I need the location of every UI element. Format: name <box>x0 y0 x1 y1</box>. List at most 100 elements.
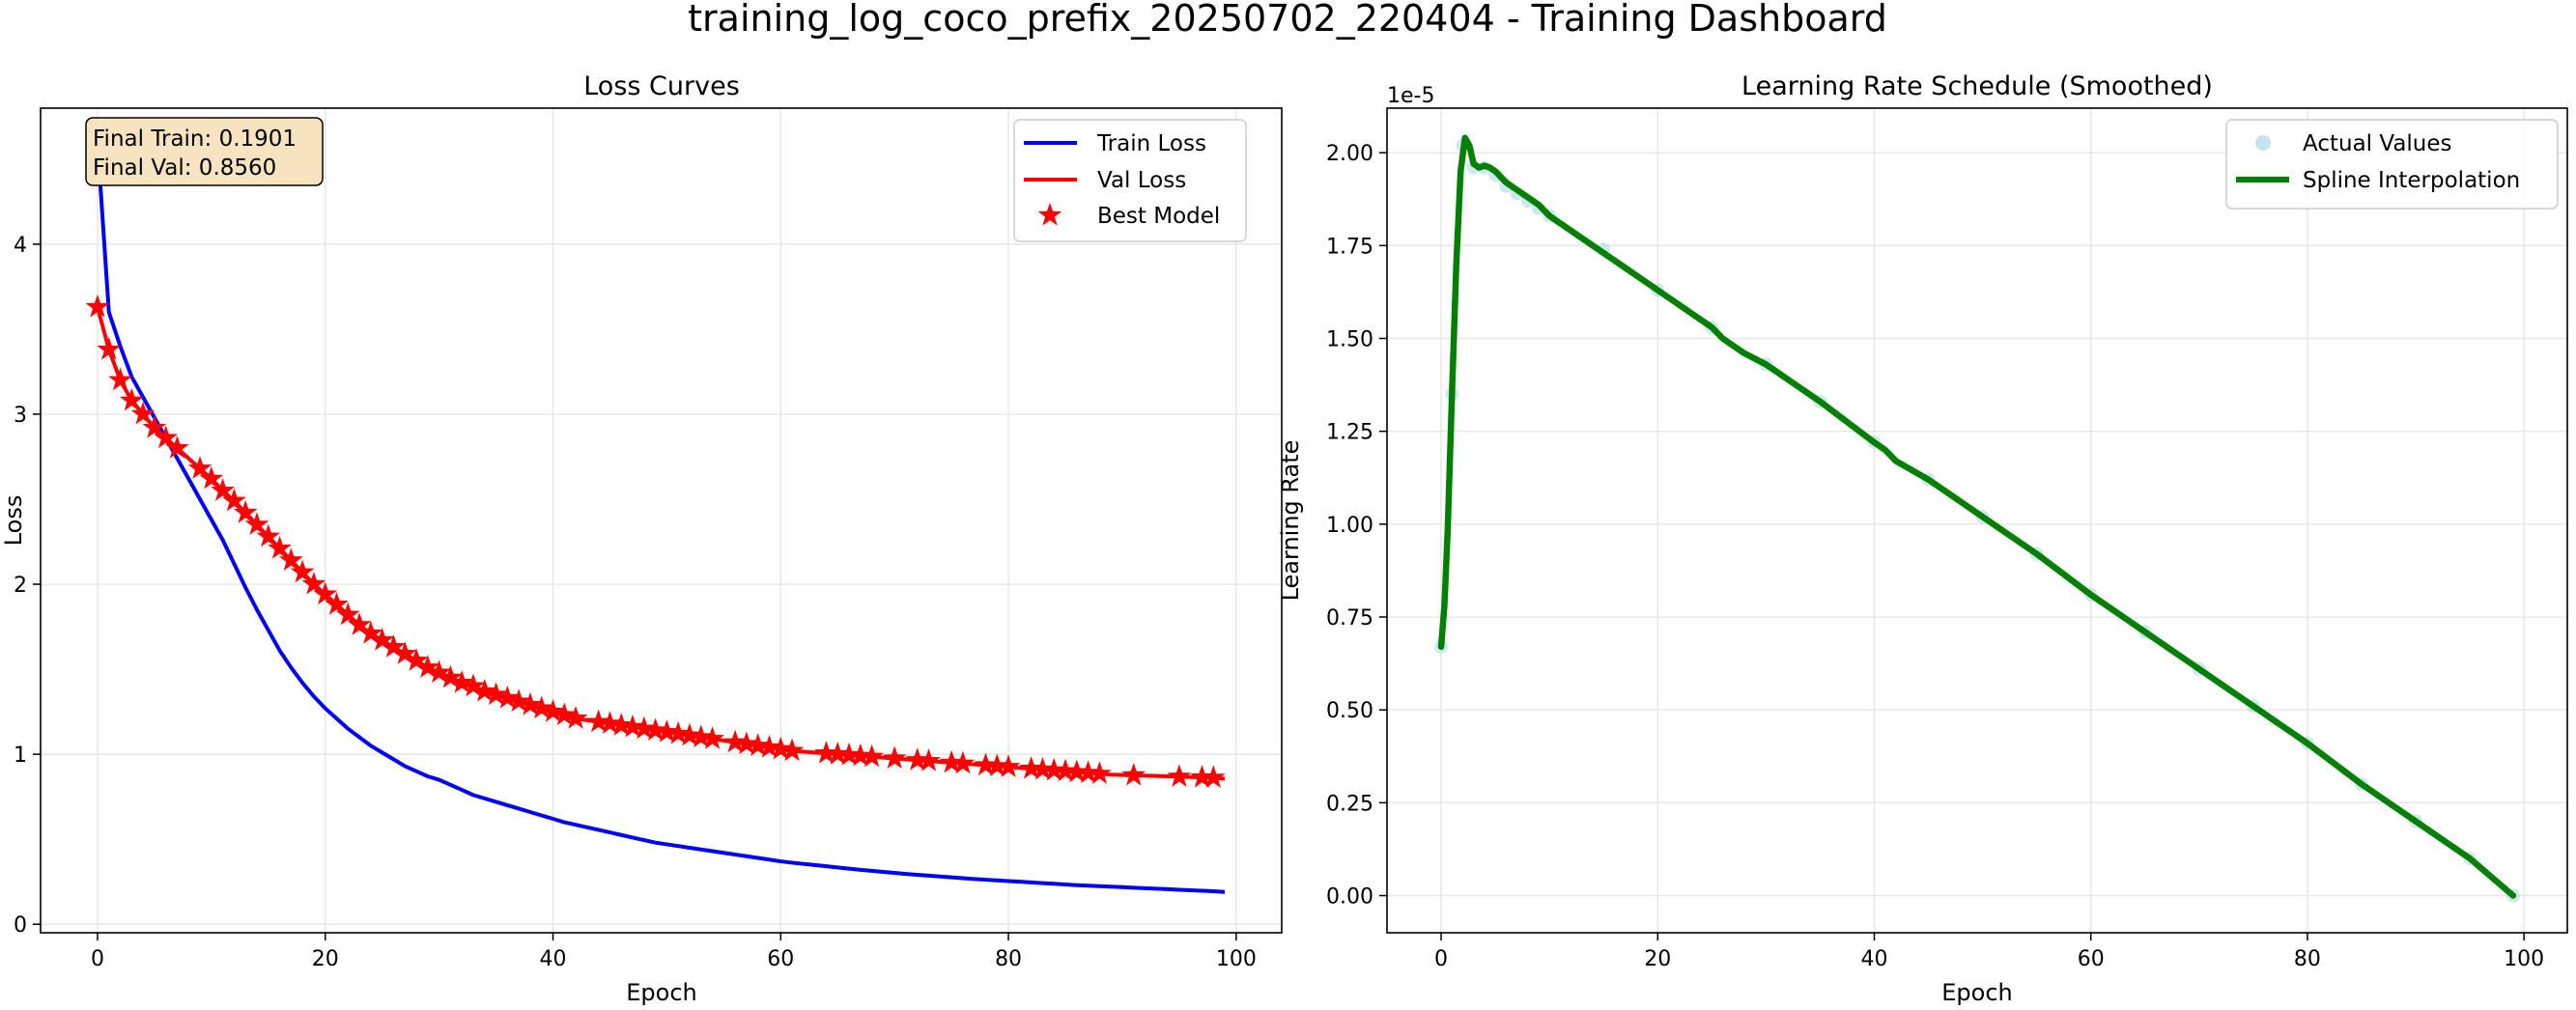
best-model-star <box>382 634 406 658</box>
best-model-star <box>586 709 611 733</box>
lr-ytick-label: 0.75 <box>1326 606 1373 631</box>
best-model-star <box>1076 760 1100 783</box>
lr-ytick-label: 0.25 <box>1326 792 1373 816</box>
best-model-star <box>1064 759 1090 783</box>
lr-plot-area <box>1434 134 2520 903</box>
best-model-star <box>620 714 645 738</box>
best-model-star <box>222 488 246 512</box>
best-model-star <box>1041 757 1066 781</box>
best-model-star <box>598 711 622 734</box>
best-model-star <box>860 743 884 768</box>
lr-ytick-label: 0.50 <box>1326 699 1373 723</box>
best-model-star <box>472 678 497 702</box>
best-model-star <box>268 536 292 559</box>
best-model-star <box>313 581 338 605</box>
best-model-star <box>301 572 326 595</box>
loss-xtick-label: 100 <box>1216 947 1257 971</box>
best-model-star <box>541 699 565 722</box>
best-model-star <box>917 748 941 772</box>
best-model-star <box>1121 762 1146 786</box>
best-model-star <box>757 735 781 758</box>
best-model-star <box>529 695 554 719</box>
best-model-star <box>439 664 463 688</box>
lr-xtick-label: 60 <box>2078 947 2105 971</box>
best-model-star <box>427 659 451 684</box>
loss-plot-area <box>85 142 1226 894</box>
best-model-star <box>325 592 349 615</box>
best-model-star <box>449 670 474 693</box>
best-model-star <box>335 602 360 626</box>
figure-suptitle: training_log_coco_prefix_20250702_220404… <box>688 0 1887 40</box>
loss-chart: Loss Curves 0 20 40 60 80 100 0 1 2 3 4 Epoch Loss… <box>0 71 1283 1006</box>
best-model-star <box>154 425 179 449</box>
lr-ticks: 0 20 40 60 80 100 0.00 0.25 0.50 0.75 1.00 1.25 1.50… <box>1326 142 2544 971</box>
best-model-star <box>1190 765 1214 788</box>
best-model-star <box>905 747 930 771</box>
best-model-star <box>484 682 508 705</box>
lr-chart: Learning Rate Schedule (Smoothed) 0 20 40 6… <box>1277 71 2568 1006</box>
annotation-box <box>85 117 324 186</box>
best-model-star <box>1053 758 1078 782</box>
loss-xlabel: Epoch <box>626 979 697 1006</box>
lr-xtick-label: 100 <box>2504 947 2544 971</box>
legend-actual-label: Actual Values <box>2303 131 2452 156</box>
best-model-star <box>130 401 156 425</box>
lr-ytick-label: 0.00 <box>1326 885 1373 910</box>
best-model-star <box>984 753 1009 776</box>
best-model-star <box>563 706 588 729</box>
lr-ytick-label: 2.00 <box>1326 142 1373 166</box>
best-model-star <box>746 733 771 756</box>
best-model-star <box>836 742 862 766</box>
best-model-star <box>950 750 976 774</box>
best-model-star <box>1167 764 1192 787</box>
loss-legend: Train Loss Val Loss Best Model <box>1013 119 1247 242</box>
best-model-star <box>722 729 748 753</box>
lr-xtick-label: 80 <box>2294 947 2321 971</box>
lr-ytick-label: 1.25 <box>1326 421 1373 445</box>
best-model-star <box>689 724 714 748</box>
best-model-star <box>256 523 281 547</box>
final-values-annotation: Final Train: 0.1901 Final Val: 0.8560 <box>85 117 324 186</box>
lr-ylabel: Learning Rate <box>1277 440 1304 602</box>
lr-xtick-label: 20 <box>1644 947 1671 971</box>
best-model-star <box>244 512 269 535</box>
best-model-star <box>848 743 873 767</box>
best-model-star <box>506 688 531 713</box>
loss-xtick-label: 60 <box>767 947 794 971</box>
best-model-star <box>347 612 372 635</box>
lr-xtick-label: 40 <box>1860 947 1887 971</box>
best-model-star <box>97 337 122 360</box>
lr-ytick-label: 1.50 <box>1326 328 1373 352</box>
best-model-star <box>677 722 702 746</box>
loss-ylabel: Loss <box>0 495 27 547</box>
legend-best-label: Best Model <box>1097 204 1220 229</box>
val-loss-line <box>96 306 1226 781</box>
lr-xlabel: Epoch <box>1941 979 2013 1006</box>
best-model-star <box>142 415 167 438</box>
best-model-star <box>1088 761 1112 784</box>
loss-xtick-label: 0 <box>91 947 104 971</box>
lr-axes-frame <box>1386 107 2568 934</box>
lr-legend-box <box>2225 119 2559 210</box>
best-model-star <box>392 641 417 664</box>
best-model-star <box>779 738 805 762</box>
loss-ticks: 0 20 40 60 80 100 0 1 2 3 4 <box>14 234 1257 971</box>
loss-xtick-label: 20 <box>312 947 339 971</box>
best-model-star <box>882 745 907 770</box>
train-loss-line <box>95 142 1226 894</box>
loss-legend-box <box>1013 119 1247 242</box>
lr-xtick-label: 0 <box>1434 947 1448 971</box>
loss-ytick-label: 3 <box>14 404 27 428</box>
best-model-star <box>814 741 838 764</box>
legend-spline-label: Spline Interpolation <box>2303 168 2520 193</box>
best-model-star <box>974 752 998 776</box>
loss-ytick-label: 2 <box>14 574 27 598</box>
best-model-star <box>278 547 303 571</box>
loss-axes-frame <box>40 107 1283 934</box>
best-model-star <box>165 435 189 459</box>
best-model-star <box>665 720 691 744</box>
best-model-star <box>996 754 1021 777</box>
best-model-star <box>199 465 224 490</box>
legend-train-label: Train Loss <box>1096 131 1206 156</box>
